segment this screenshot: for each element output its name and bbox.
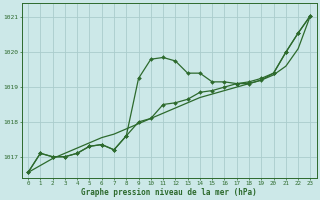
X-axis label: Graphe pression niveau de la mer (hPa): Graphe pression niveau de la mer (hPa) (81, 188, 257, 197)
